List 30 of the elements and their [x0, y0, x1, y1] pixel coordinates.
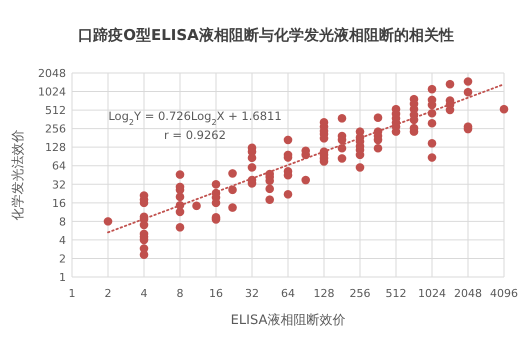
y-tick-label: 512 [45, 104, 66, 118]
y-axis-title: 化学发光法效价 [11, 130, 26, 220]
x-tick-label: 4096 [490, 287, 518, 300]
annotation: r = 0.9262 [164, 128, 226, 142]
x-axis-title: ELISA液相阻断效价 [230, 313, 346, 328]
y-tick-label: 8 [59, 215, 66, 228]
y-tick-label: 1 [59, 271, 66, 284]
x-tick-label: 256 [350, 287, 370, 300]
x-tick-label: 1 [68, 287, 76, 300]
x-tick-label: 64 [281, 287, 295, 300]
y-tick-label: 4 [59, 234, 66, 247]
y-tick-label: 2 [59, 252, 66, 266]
x-tick-label: 2 [104, 287, 112, 300]
x-tick-label: 16 [209, 287, 223, 300]
y-tick-label: 64 [52, 160, 66, 173]
x-tick-label: 1024 [418, 287, 446, 300]
y-tick-label: 128 [45, 141, 66, 154]
y-tick-label: 16 [52, 196, 66, 210]
chart-title: 口蹄疫O型ELISA液相阻断与化学发光液相阻断的相关性 [78, 26, 454, 44]
annotation: Log$_{2}$Y = 0.726Log$_{2}$X + 1.6811 [108, 109, 282, 126]
x-tick-label: 2048 [454, 287, 482, 300]
x-tick-label: 4 [140, 287, 148, 300]
y-tick-label: 1024 [38, 86, 66, 99]
y-tick-label: 2048 [38, 67, 66, 80]
x-tick-label: 512 [386, 287, 406, 300]
y-tick-label: 256 [45, 122, 66, 136]
x-tick-label: 32 [245, 287, 259, 300]
x-tick-label: 128 [314, 287, 334, 300]
y-tick-label: 32 [52, 178, 66, 192]
x-tick-label: 8 [176, 287, 184, 300]
